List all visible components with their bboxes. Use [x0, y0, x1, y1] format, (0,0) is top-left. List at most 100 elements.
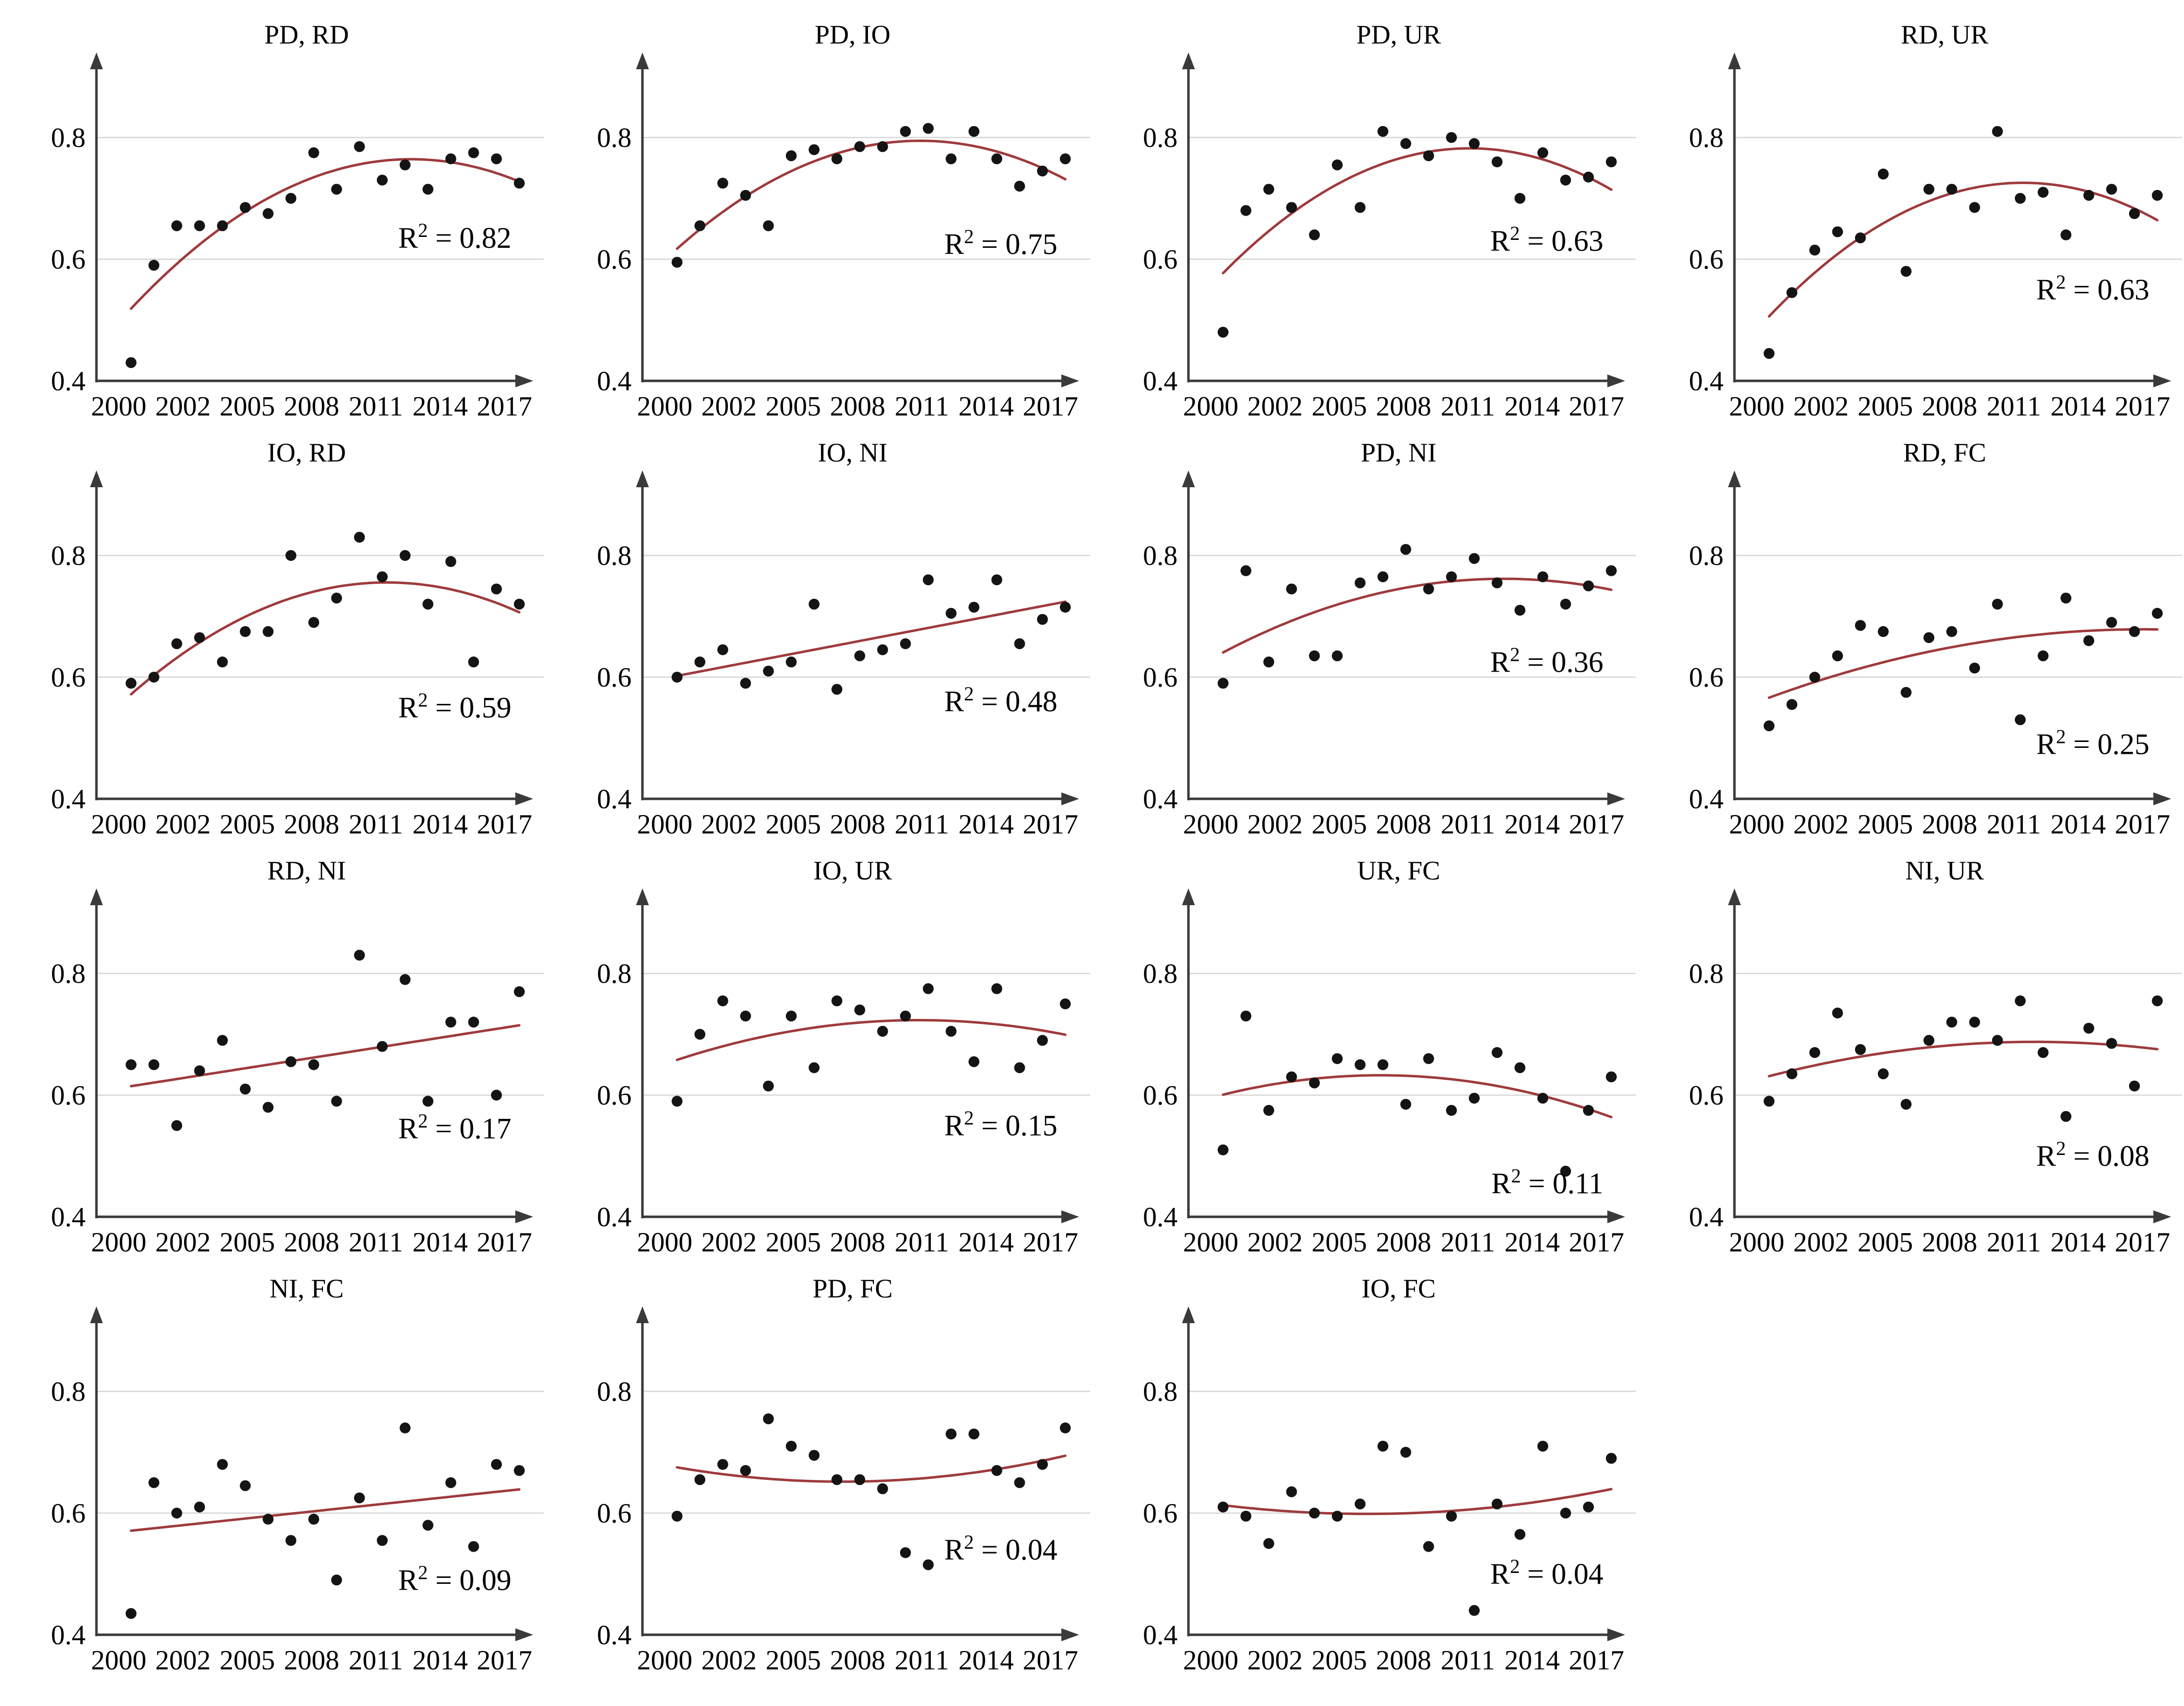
y-tick-label: 0.4	[597, 1620, 632, 1651]
data-point	[991, 1465, 1002, 1476]
x-tick-label: 2014	[2050, 391, 2106, 422]
x-tick-label: 2014	[2050, 1227, 2106, 1258]
data-point	[491, 1459, 502, 1470]
r-squared-label: R2 = 0.75	[944, 225, 1057, 260]
data-point	[831, 153, 843, 165]
data-point	[445, 1016, 456, 1028]
data-point	[1606, 1453, 1617, 1464]
data-point	[1037, 165, 1048, 177]
y-tick-label: 0.6	[1143, 1498, 1178, 1529]
data-point	[809, 599, 820, 610]
chart-title: NI, UR	[1906, 856, 1984, 885]
y-tick-label: 0.8	[1143, 541, 1178, 571]
data-point	[1286, 583, 1297, 595]
data-point	[831, 684, 843, 695]
data-point	[239, 1480, 251, 1491]
data-point	[1060, 153, 1071, 165]
x-tick-label: 2008	[284, 391, 339, 422]
trend-line	[130, 581, 521, 696]
r-squared-label: R2 = 0.17	[398, 1110, 511, 1145]
data-point	[1037, 1459, 1048, 1470]
data-point	[491, 153, 502, 165]
x-tick-label: 2002	[701, 1227, 757, 1258]
data-point	[331, 593, 342, 604]
r-squared-label: R2 = 0.04	[1490, 1555, 1603, 1590]
trend-line	[1768, 1040, 2159, 1078]
data-point	[217, 656, 228, 668]
data-point	[285, 1535, 297, 1546]
chart-title: RD, FC	[1903, 438, 1986, 467]
y-tick-label: 0.6	[1143, 662, 1178, 693]
data-point	[1331, 1053, 1343, 1064]
x-tick-label: 2008	[1376, 1227, 1431, 1258]
data-point	[1331, 650, 1343, 661]
data-point	[354, 1492, 365, 1504]
x-tick-label: 2017	[2115, 809, 2170, 840]
data-point	[694, 1474, 706, 1485]
x-tick-label: 2002	[1247, 1645, 1303, 1676]
r-squared-label: R2 = 0.82	[398, 219, 511, 254]
y-tick-label: 0.8	[597, 541, 632, 571]
data-point	[785, 150, 797, 161]
x-tick-label: 2005	[1312, 391, 1367, 422]
x-tick-label: 2000	[1183, 1227, 1238, 1258]
x-tick-label: 2008	[284, 1645, 339, 1676]
data-point	[1218, 678, 1228, 689]
data-point	[217, 220, 228, 231]
chart-title: NI, FC	[270, 1274, 344, 1303]
data-point	[1583, 1501, 1594, 1513]
data-point	[1832, 650, 1843, 661]
x-tick-label: 2014	[958, 1227, 1014, 1258]
data-point	[422, 599, 434, 610]
y-tick-label: 0.6	[597, 244, 632, 275]
data-point	[740, 1011, 751, 1022]
x-axis-arrow-icon	[1607, 1628, 1625, 1641]
trend-line	[130, 1024, 521, 1088]
data-point	[376, 571, 388, 583]
data-point	[1786, 287, 1798, 298]
data-point	[1492, 1047, 1503, 1058]
x-tick-label: 2017	[1569, 809, 1624, 840]
data-point	[445, 153, 456, 165]
data-point	[1218, 1501, 1228, 1513]
x-tick-label: 2008	[830, 809, 885, 840]
x-tick-label: 2014	[958, 391, 1014, 422]
x-tick-label: 2011	[1987, 391, 2041, 422]
chart-title: UR, FC	[1357, 856, 1440, 885]
data-point	[785, 656, 797, 668]
chart-cell-rd-fc: RD, FC 0.8 0.6 0.4 2000 2002 2005 2008 2011 2014 2…	[1638, 433, 2184, 851]
r-squared-label: R2 = 0.25	[2036, 725, 2149, 760]
x-tick-label: 2017	[477, 1645, 532, 1676]
y-tick-label: 0.8	[51, 959, 86, 989]
y-tick-label: 0.6	[597, 1080, 632, 1111]
data-point	[672, 257, 682, 268]
data-point	[672, 1096, 682, 1107]
data-point	[422, 1520, 434, 1531]
data-point	[239, 202, 251, 213]
data-point	[2106, 617, 2117, 628]
data-point	[1877, 626, 1889, 637]
data-point	[1560, 1508, 1571, 1519]
x-tick-label: 2014	[1504, 1645, 1560, 1676]
data-point	[1218, 1144, 1228, 1155]
data-point	[1923, 184, 1935, 195]
data-point	[1377, 1059, 1389, 1070]
data-point	[1992, 126, 2003, 137]
data-point	[1423, 583, 1434, 595]
r-squared-label: R2 = 0.36	[1490, 643, 1603, 678]
y-tick-label: 0.8	[51, 123, 86, 153]
data-point	[1901, 687, 1912, 698]
data-point	[468, 1541, 479, 1552]
y-tick-label: 0.6	[1143, 1080, 1178, 1111]
y-axis-arrow-icon	[636, 52, 649, 69]
data-point	[1901, 1099, 1912, 1110]
data-point	[785, 1011, 797, 1022]
trend-line	[676, 1454, 1067, 1483]
data-point	[922, 983, 934, 994]
x-tick-label: 2008	[284, 809, 339, 840]
data-point	[1446, 571, 1457, 583]
